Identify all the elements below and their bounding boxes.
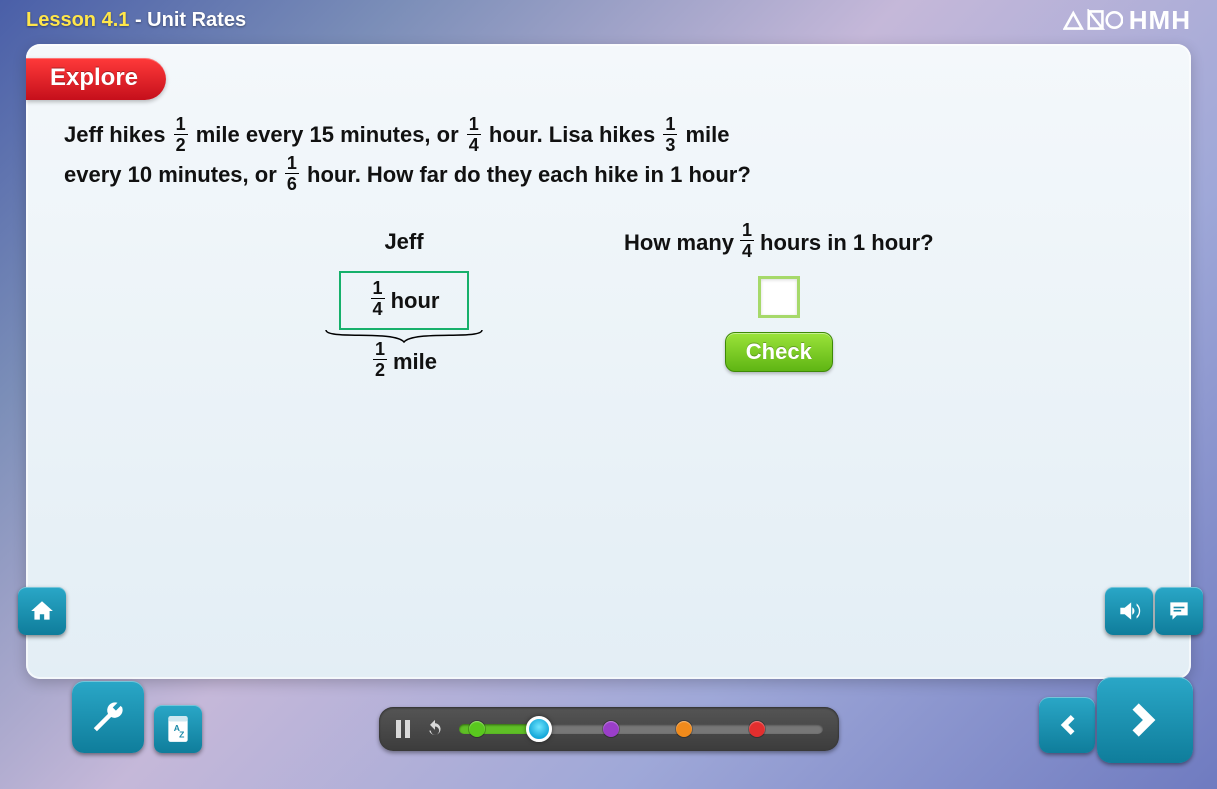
fraction: 14 <box>371 279 385 318</box>
txt: Jeff hikes <box>64 122 172 147</box>
speaker-icon <box>1116 598 1142 624</box>
txt: mile <box>685 122 729 147</box>
fraction: 14 <box>467 115 481 154</box>
lesson-title: Lesson 4.1 - Unit Rates <box>26 9 246 32</box>
content-panel: Explore Jeff hikes 12 mile every 15 minu… <box>26 44 1191 679</box>
progress-marker[interactable] <box>676 721 692 737</box>
mile-label: 12 mile <box>371 342 437 381</box>
progress-bar <box>379 707 839 751</box>
caption-icon <box>1166 598 1192 624</box>
fraction: 12 <box>174 115 188 154</box>
pause-button[interactable] <box>395 720 411 738</box>
home-icon <box>29 598 55 624</box>
fraction: 13 <box>663 115 677 154</box>
explore-tab: Explore <box>26 58 166 100</box>
lesson-separator: - <box>129 9 147 31</box>
pause-icon <box>395 720 411 738</box>
content-area: Jeff hikes 12 mile every 15 minutes, or … <box>64 116 1153 381</box>
lesson-name: Unit Rates <box>147 9 246 31</box>
fraction: 12 <box>373 340 387 379</box>
txt: hour. Lisa hikes <box>489 122 661 147</box>
txt: How many <box>624 224 734 261</box>
progress-marker[interactable] <box>749 721 765 737</box>
rate-box: 14 hour <box>339 271 470 330</box>
txt: mile <box>393 343 437 380</box>
check-button[interactable]: Check <box>725 332 833 372</box>
glossary-button[interactable]: AZ <box>154 705 202 753</box>
arrow-right-icon <box>1120 695 1170 745</box>
answer-input[interactable] <box>758 276 800 318</box>
logo-icon <box>1063 9 1123 31</box>
fraction: 16 <box>285 154 299 193</box>
progress-marker[interactable] <box>469 721 485 737</box>
work-area: Jeff 14 hour 12 mile How many 14 hour <box>64 223 1153 380</box>
replay-button[interactable] <box>425 719 445 739</box>
lesson-prefix: Lesson 4.1 <box>26 9 129 31</box>
question-text: How many 14 hours in 1 hour? <box>624 223 934 262</box>
txt: every 10 minutes, or <box>64 162 283 187</box>
txt: hour. How far do they each hike in 1 hou… <box>307 162 751 187</box>
home-button[interactable] <box>18 587 66 635</box>
replay-icon <box>425 719 445 739</box>
question-column: How many 14 hours in 1 hour? Check <box>624 223 934 372</box>
progress-track[interactable] <box>459 724 823 734</box>
txt: hour <box>391 282 440 319</box>
captions-button[interactable] <box>1155 587 1203 635</box>
problem-text: Jeff hikes 12 mile every 15 minutes, or … <box>64 116 844 195</box>
jeff-label: Jeff <box>384 223 423 260</box>
txt: mile every 15 minutes, or <box>196 122 465 147</box>
book-icon: AZ <box>165 714 191 744</box>
arrow-left-icon <box>1052 710 1082 740</box>
svg-text:Z: Z <box>179 730 184 740</box>
txt: hours in 1 hour? <box>760 224 934 261</box>
brand-logo: HMH <box>1063 5 1191 36</box>
brand-text: HMH <box>1129 5 1191 36</box>
wrench-icon <box>89 698 127 736</box>
tools-button[interactable] <box>72 681 144 753</box>
header: Lesson 4.1 - Unit Rates HMH <box>0 0 1217 40</box>
playhead[interactable] <box>526 716 552 742</box>
jeff-column: Jeff 14 hour 12 mile <box>324 223 484 380</box>
next-button[interactable] <box>1097 677 1193 763</box>
fraction: 14 <box>740 221 754 260</box>
progress-marker[interactable] <box>603 721 619 737</box>
audio-button[interactable] <box>1105 587 1153 635</box>
prev-button[interactable] <box>1039 697 1095 753</box>
